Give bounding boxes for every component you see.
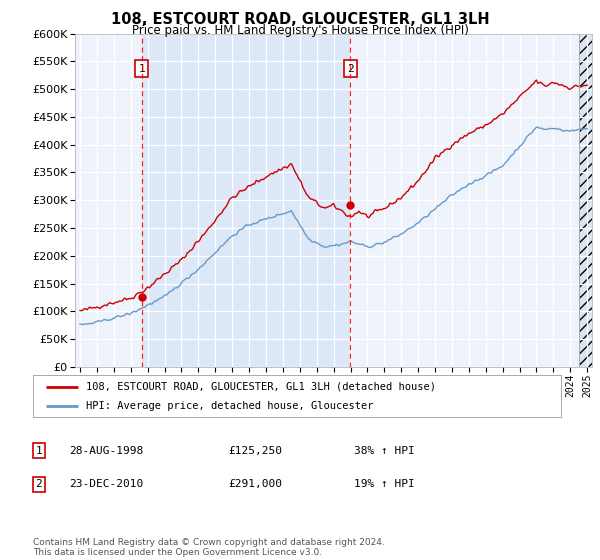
Text: HPI: Average price, detached house, Gloucester: HPI: Average price, detached house, Glou…	[86, 401, 373, 411]
Text: £291,000: £291,000	[228, 479, 282, 489]
Text: 19% ↑ HPI: 19% ↑ HPI	[354, 479, 415, 489]
Text: 23-DEC-2010: 23-DEC-2010	[69, 479, 143, 489]
Text: 28-AUG-1998: 28-AUG-1998	[69, 446, 143, 456]
Text: Price paid vs. HM Land Registry's House Price Index (HPI): Price paid vs. HM Land Registry's House …	[131, 24, 469, 37]
Text: Contains HM Land Registry data © Crown copyright and database right 2024.
This d: Contains HM Land Registry data © Crown c…	[33, 538, 385, 557]
Bar	[578, 34, 600, 367]
Text: 2: 2	[347, 64, 353, 73]
Text: 108, ESTCOURT ROAD, GLOUCESTER, GL1 3LH: 108, ESTCOURT ROAD, GLOUCESTER, GL1 3LH	[110, 12, 490, 27]
Text: 1: 1	[139, 64, 145, 73]
Text: 38% ↑ HPI: 38% ↑ HPI	[354, 446, 415, 456]
Text: 108, ESTCOURT ROAD, GLOUCESTER, GL1 3LH (detached house): 108, ESTCOURT ROAD, GLOUCESTER, GL1 3LH …	[86, 381, 436, 391]
Bar	[142, 34, 350, 367]
Text: 1: 1	[35, 446, 43, 456]
Text: 2: 2	[35, 479, 43, 489]
Text: £125,250: £125,250	[228, 446, 282, 456]
